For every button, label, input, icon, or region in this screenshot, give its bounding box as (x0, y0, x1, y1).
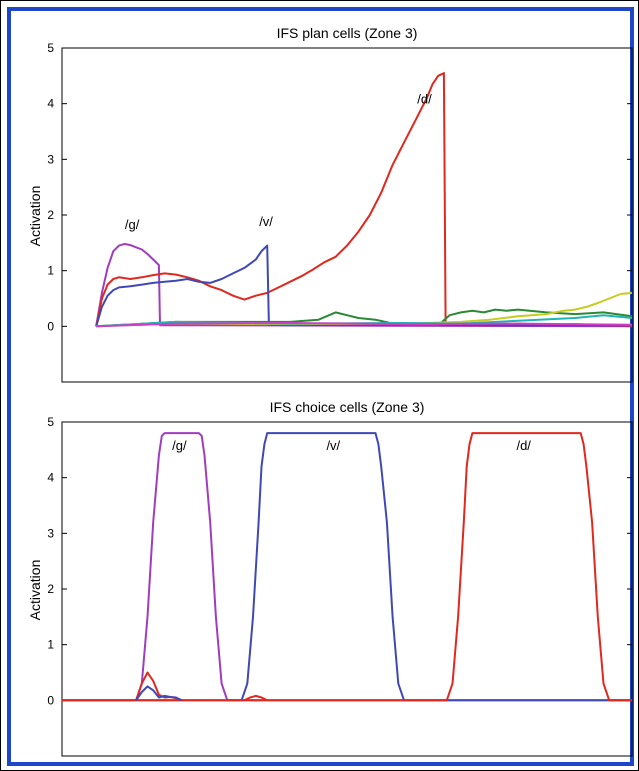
plan-series-line-0 (95, 242, 633, 328)
plan-series-line-3 (96, 308, 633, 328)
plan-ytick-label-0: 0 (47, 319, 54, 333)
choice-series-line-5 (135, 685, 183, 702)
plan-series-line-6 (96, 322, 633, 328)
choice-annotation-2: /d/ (516, 438, 531, 453)
choice-annotation-1: /v/ (326, 438, 340, 453)
choice-axes-box (61, 421, 633, 757)
plan-ytick-label-5: 5 (47, 41, 54, 55)
choice-series-line-2 (62, 432, 632, 702)
plan-ytick-label-2: 2 (47, 208, 54, 222)
choice-ytick-label-1: 1 (47, 638, 54, 652)
plan-ytick-label-1: 1 (47, 264, 54, 278)
plan-ytick-label-4: 4 (47, 97, 54, 111)
choice-ytick-label-2: 2 (47, 582, 54, 596)
choice-ytick-label-0: 0 (47, 693, 54, 707)
choice-cells-title: IFS choice cells (Zone 3) (270, 399, 425, 415)
plan-cells-panel: IFS plan cells (Zone 3) Activation 0 1 2 3 4… (27, 25, 633, 383)
plan-annotation-1: /v/ (259, 214, 273, 229)
choice-series-line-4 (243, 694, 268, 702)
choice-annotation-0: /g/ (172, 438, 187, 453)
choice-cells-ylabel: Activation (27, 560, 43, 621)
choice-ytick-label-3: 3 (47, 526, 54, 540)
choice-ytick-label-5: 5 (47, 415, 54, 429)
plan-cells-ylabel: Activation (27, 186, 43, 247)
plan-annotation-2: /d/ (417, 92, 432, 107)
plan-axes-box (61, 47, 633, 383)
plan-ytick-label-3: 3 (47, 152, 54, 166)
choice-series-line-1 (62, 432, 632, 702)
choice-ytick-label-4: 4 (47, 471, 54, 485)
figure-border (7, 7, 634, 766)
plan-series-line-2 (95, 244, 632, 327)
plan-annotation-0: /g/ (125, 217, 140, 232)
choice-series-line-0 (62, 432, 632, 702)
choice-cells-panel: IFS choice cells (Zone 3) Activation 0 1 2… (27, 399, 633, 757)
plan-cells-title: IFS plan cells (Zone 3) (277, 25, 418, 41)
plan-series-line-1 (95, 72, 633, 327)
